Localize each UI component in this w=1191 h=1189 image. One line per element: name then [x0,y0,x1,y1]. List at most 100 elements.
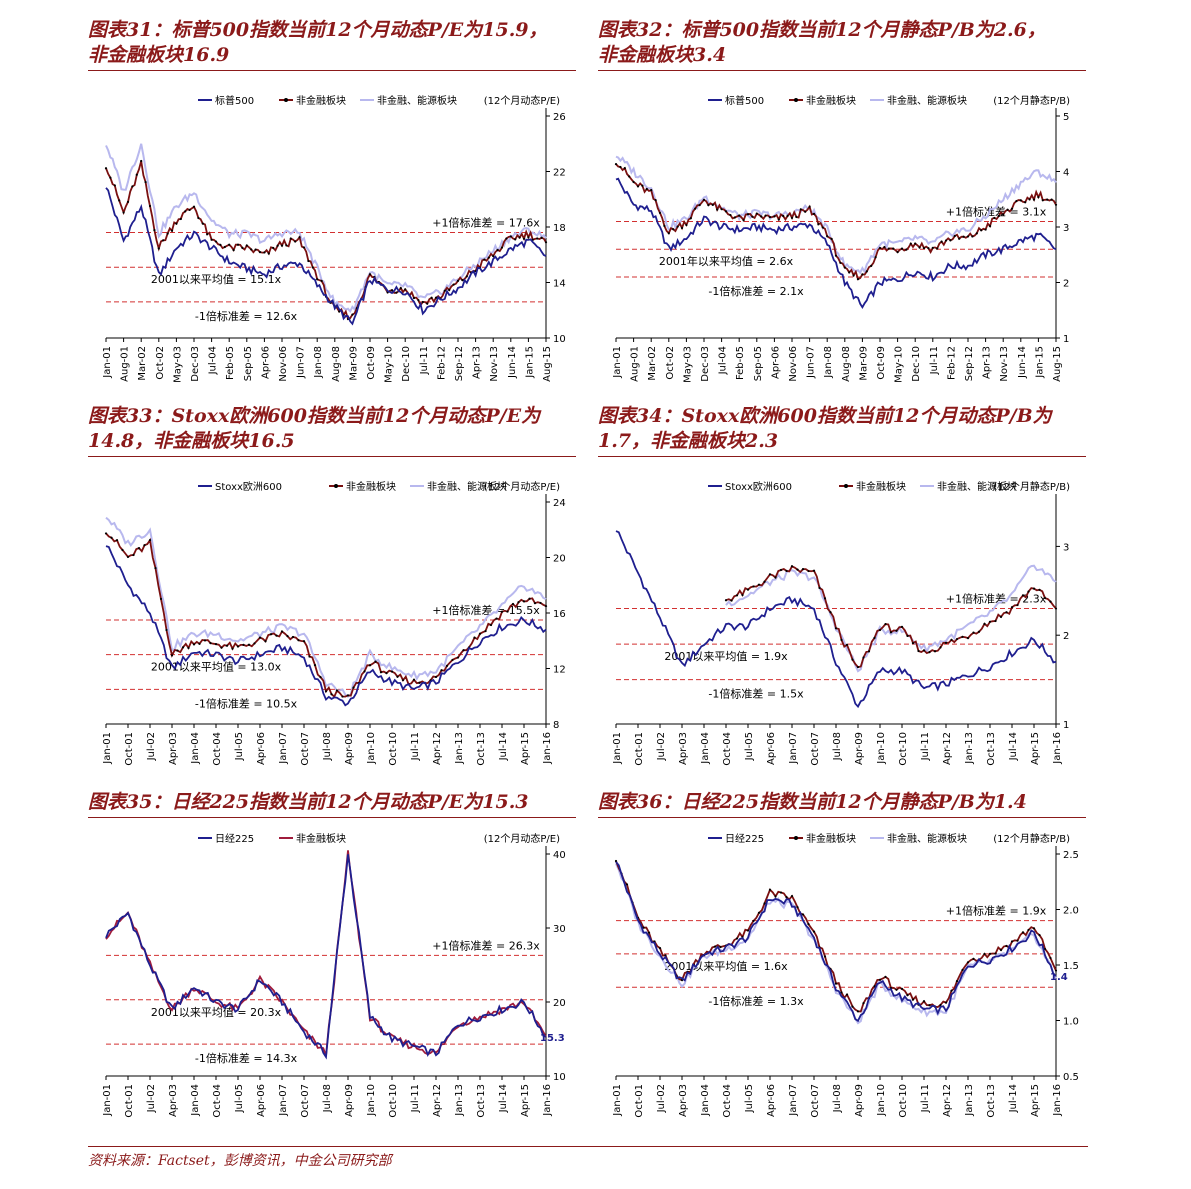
series-point [280,630,284,633]
series-point [790,894,794,898]
series-point [201,222,204,225]
x-tick-label: Nov-06 [278,346,289,382]
series-point [988,952,992,955]
series-point [716,208,719,211]
x-tick-label: Nov-06 [788,346,799,382]
y-tick-label: 22 [553,168,566,179]
y-tick-label: 0.5 [1063,1072,1079,1083]
series-point [126,200,130,204]
series-point [148,204,152,208]
series-point [335,689,339,692]
series-point [1041,199,1044,202]
x-tick-label: Aug-08 [841,346,852,382]
series-point [742,219,745,222]
x-tick-label: Apr-12 [432,732,443,765]
x-tick-label: Jul-02 [656,1084,667,1113]
series-point [724,210,728,213]
y-tick-label: 2.5 [1063,850,1079,861]
series-point [983,952,986,956]
series-point [443,289,446,292]
x-tick-label: Jan-01 [612,732,623,765]
series-point [131,185,134,188]
series-point [950,989,953,992]
series-point [746,213,750,216]
reference-line-label: -1倍标准差 = 2.1x [708,284,804,298]
series-point [153,228,156,232]
x-tick-label: May-03 [682,346,693,383]
series-point [845,993,849,996]
series-point [812,569,816,572]
x-tick-label: Jan-10 [876,732,887,765]
series-point [663,224,666,228]
x-tick-label: Jul-08 [322,1084,333,1113]
series-point [522,600,526,603]
x-tick-label: Jan-13 [964,1084,975,1117]
series-point [755,212,758,215]
series-point [302,246,306,249]
x-tick-label: Apr-12 [432,1084,443,1117]
series-point [1019,199,1022,202]
end-value-label: 15.3 [540,1033,565,1044]
series-point [1032,927,1036,930]
series-point [939,646,942,649]
series-point [313,664,317,667]
series-point [738,214,741,217]
series-point [1024,201,1027,204]
series-line [615,863,1057,1025]
series-point [773,215,776,218]
series-point [495,617,498,620]
series-point [286,635,289,638]
chart-title: 图表32：标普500指数当前12个月静态P/B为2.6， 非金融板块3.4 [598,18,1098,71]
chart-panel-32: 图表32：标普500指数当前12个月静态P/B为2.6， 非金融板块3.4 1 2… [598,18,1098,408]
reference-line-label: -1倍标准差 = 1.3x [708,994,804,1008]
chart-panel-34: 图表34：Stoxx欧洲600指数当前12个月动态P/B为 1.7，非金融板块2… [598,404,1098,794]
x-tick-label: Apr-06 [770,346,781,379]
series-line [615,530,1057,709]
series-point [768,573,772,576]
x-tick-label: Jul-02 [146,732,157,761]
series-line [725,564,1057,673]
series-point [911,642,915,645]
series-point [144,180,147,184]
series-point [390,670,394,673]
x-tick-label: Jun-07 [296,346,307,379]
series-point [795,215,798,219]
x-tick-label: Jan-04 [190,732,201,765]
x-tick-label: Oct-13 [986,1084,997,1118]
series-point [614,162,618,166]
series-point [417,299,420,302]
axis-unit-label: (12个月动态P/E) [484,480,560,493]
x-tick-label: Oct-01 [124,732,135,766]
series-point [900,625,904,628]
series-point [484,629,487,633]
series-point [887,247,890,250]
x-tick-label: Apr-03 [168,1084,179,1117]
x-tick-label: Apr-15 [1030,732,1041,765]
series-point [988,225,992,228]
line-chart-31: 10 14 18 22 26 Jan-01 Aug-01 Mar-02 Oct-02 May-03… [102,94,566,383]
series-point [757,583,761,586]
series-point [192,205,196,208]
series-point [346,694,350,697]
line-chart-33: 8 12 16 20 24 Jan-01 Oct-01 Jul-02 Apr-03 Jan-04 O… [102,480,566,766]
series-point [983,622,986,625]
series-point [518,236,521,239]
series-point [241,246,244,250]
series-point [909,242,912,245]
reference-line-label: -1倍标准差 = 12.6x [195,309,298,323]
series-point [1032,587,1036,590]
series-point [735,594,739,597]
series-point [192,643,196,646]
series-point [514,238,517,241]
series-point [971,235,974,238]
series-point [928,1004,931,1007]
x-tick-label: May-03 [172,346,183,383]
legend-entry: 日经225 [215,832,254,845]
series-point [505,237,508,240]
series-point [544,241,548,244]
series-point [746,929,750,932]
series-point [1016,939,1019,942]
x-tick-label: Oct-01 [634,1084,645,1118]
series-point [250,248,253,251]
series-point [834,982,838,985]
